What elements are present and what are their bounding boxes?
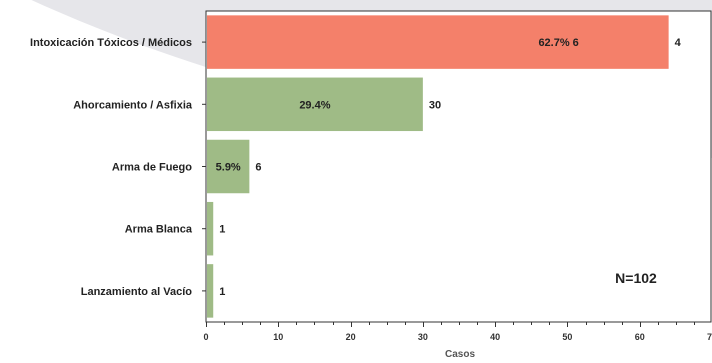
- x-tick-label: 30: [418, 332, 428, 342]
- bar-count-label: 1: [219, 286, 225, 298]
- bar: [207, 264, 214, 318]
- bar-count-label: 1: [219, 224, 225, 236]
- bar-percent-label: 62.7% 6: [538, 37, 578, 49]
- x-tick-label: 10: [273, 332, 283, 342]
- bar-percent-label: 5.9%: [216, 162, 241, 174]
- category-label: Arma Blanca: [125, 224, 193, 236]
- x-axis-title: Casos: [445, 349, 475, 360]
- plot-area: 0 10 20 30 40 50 60 70 Intoxicación Tóxicos / Mé…: [30, 10, 712, 342]
- category-label: Lanzamiento al Vacío: [81, 286, 193, 298]
- x-tick-label: 40: [490, 332, 500, 342]
- category-label: Intoxicación Tóxicos / Médicos: [30, 37, 192, 49]
- x-tick-label: 70: [707, 332, 712, 342]
- x-tick-label: 50: [562, 332, 572, 342]
- bar-percent-label: 29.4%: [299, 99, 330, 111]
- bar: [207, 139, 250, 194]
- x-tick-label: 60: [635, 332, 645, 342]
- bar-count-label: 6: [255, 162, 261, 174]
- bar-count-label: 4: [675, 37, 682, 49]
- category-label: Ahorcamiento / Asfixia: [73, 99, 193, 111]
- bar: [207, 201, 214, 256]
- bar: [207, 15, 669, 69]
- x-tick-label: 0: [203, 332, 208, 342]
- bar: [207, 77, 423, 132]
- x-tick-label: 20: [346, 332, 356, 342]
- sample-size-annotation: N=102: [615, 270, 657, 286]
- bar-count-label: 30: [429, 99, 441, 111]
- category-label: Arma de Fuego: [112, 162, 192, 174]
